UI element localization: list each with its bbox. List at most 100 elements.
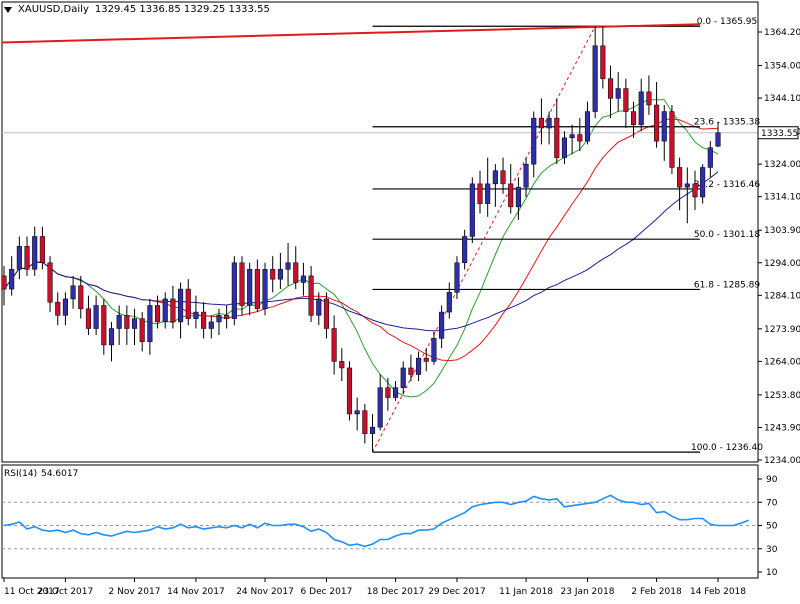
candle-body <box>208 321 214 329</box>
price-tick-label: 1234.00 <box>764 456 800 466</box>
candle-body <box>285 262 291 270</box>
x-tick-label: 11 Jan 2018 <box>499 587 553 597</box>
candle-body <box>85 308 92 329</box>
candle-body <box>170 298 176 323</box>
price-tick-label: 1344.10 <box>764 94 800 104</box>
candle-body <box>131 318 138 329</box>
candle-body <box>431 338 437 362</box>
candle-body <box>239 262 245 306</box>
rsi-tick-label: 30 <box>766 545 778 555</box>
rsi-tick-label: 70 <box>766 498 778 508</box>
rsi-header: RSI(14) 54.6017 <box>4 469 78 479</box>
candle-body <box>362 410 368 434</box>
candle-body <box>623 88 629 112</box>
candle-body <box>569 134 575 139</box>
candle-body <box>270 269 276 280</box>
candle-body <box>154 305 161 323</box>
candle-body <box>577 134 583 142</box>
candle-body <box>392 387 399 398</box>
candle-body <box>354 410 360 415</box>
candle-body <box>101 305 107 346</box>
candle-body <box>715 132 721 147</box>
candle-body <box>607 78 614 99</box>
x-tick-label: 23 Jan 2018 <box>561 587 615 597</box>
candle-body <box>600 45 606 79</box>
current-price-box <box>757 126 799 140</box>
candle-body <box>224 315 230 319</box>
candle-body <box>554 117 560 158</box>
candle-body <box>70 285 76 300</box>
candle-body <box>124 315 130 329</box>
rsi-tick-label: 10 <box>766 568 778 578</box>
price-tick-label: 1354.00 <box>764 62 800 72</box>
candle-body <box>661 111 667 142</box>
candle-body <box>247 269 253 306</box>
candle-body <box>1 275 7 290</box>
candle-body <box>300 275 306 283</box>
candle-body <box>178 288 184 323</box>
x-tick-label: 14 Nov 2017 <box>167 587 225 597</box>
collapse-triangle-icon[interactable] <box>4 6 12 13</box>
rsi-panel-frame <box>1 464 759 579</box>
candle-body <box>346 367 353 415</box>
candle-body <box>93 305 99 329</box>
candle-body <box>16 246 22 270</box>
x-tick-label: 6 Dec 2017 <box>301 587 353 597</box>
candle-body <box>193 311 199 319</box>
candle-body <box>385 387 391 398</box>
candle-body <box>646 91 652 106</box>
candle-body <box>707 147 713 168</box>
candle-body <box>523 163 529 188</box>
x-tick-label: 24 Nov 2017 <box>236 587 294 597</box>
candle-body <box>262 269 268 310</box>
price-panel-frame <box>1 1 759 463</box>
candle-body <box>485 183 491 204</box>
price-tick-label: 1253.80 <box>764 391 800 401</box>
candle-body <box>369 426 376 434</box>
candle-body <box>454 262 460 293</box>
candle-body <box>500 170 506 185</box>
candle-body <box>638 91 644 125</box>
fib-level-label: 0.0 - 1365.95 <box>697 17 758 27</box>
candle-body <box>592 45 598 112</box>
candle-body <box>492 170 498 185</box>
candle-body <box>39 236 45 264</box>
symbol-label: XAUUSD,Daily <box>18 4 89 15</box>
candle-body <box>400 367 406 388</box>
rsi-tick-label: 90 <box>766 475 778 485</box>
candle-body <box>584 111 591 142</box>
x-tick-label: 18 Dec 2017 <box>367 587 425 597</box>
candle-body <box>462 236 468 264</box>
candle-body <box>700 167 706 198</box>
candle-body <box>615 88 621 99</box>
candle-body <box>316 298 322 316</box>
symbol-header: XAUUSD,Daily 1329.45 1336.85 1329.25 133… <box>4 4 270 15</box>
candle-body <box>47 262 53 303</box>
candle-body <box>78 285 84 310</box>
candle-body <box>469 183 475 237</box>
candle-body <box>677 167 683 188</box>
fib-level-label: 23.6 - 1335.38 <box>694 118 760 128</box>
candle-body <box>531 117 537 165</box>
candle-body <box>116 315 122 329</box>
fib-level-label: 61.8 - 1285.89 <box>694 280 760 290</box>
candle-body <box>231 262 237 319</box>
price-tick-label: 1284.10 <box>764 291 800 301</box>
fib-level-label: 50.0 - 1301.18 <box>694 230 760 240</box>
candle-body <box>446 292 452 313</box>
candle-body <box>408 367 414 375</box>
price-tick-label: 1314.10 <box>764 193 800 203</box>
x-tick-label: 23 Oct 2017 <box>38 587 94 597</box>
candle-body <box>416 357 422 375</box>
candle-body <box>308 275 314 316</box>
rsi-value: 54.6017 <box>41 469 79 479</box>
candle-body <box>477 183 483 204</box>
x-tick-label: 29 Dec 2017 <box>428 587 486 597</box>
candle-body <box>216 315 222 323</box>
candle-body <box>423 357 429 362</box>
candle-body <box>32 236 38 270</box>
candle-body <box>162 298 168 323</box>
candle-body <box>508 183 514 208</box>
